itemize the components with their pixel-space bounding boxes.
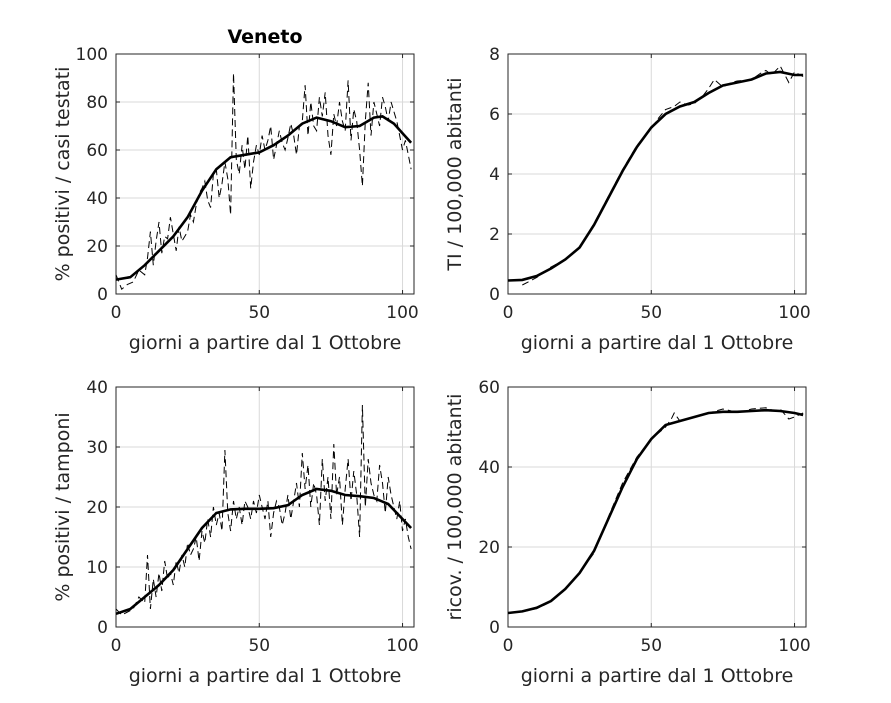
y-tick-label: 30 bbox=[86, 438, 108, 458]
y-tick-label: 20 bbox=[86, 498, 108, 518]
y-tick-label: 0 bbox=[97, 285, 108, 305]
y-axis-label: ricov. / 100,000 abitanti bbox=[444, 394, 466, 621]
x-axis-label: giorni a partire dal 1 Ottobre bbox=[521, 665, 794, 687]
subplot-3: 0 50 100 0 10 20 30 40 giorni a partire dal 1 Ot… bbox=[52, 378, 419, 687]
figure-title: Veneto bbox=[227, 26, 302, 48]
y-tick-label: 8 bbox=[489, 45, 500, 65]
y-tick-label: 0 bbox=[489, 285, 500, 305]
x-tick-label: 0 bbox=[503, 636, 514, 656]
x-tick-label: 0 bbox=[111, 636, 122, 656]
y-tick-label: 20 bbox=[478, 538, 500, 558]
smoothed-line bbox=[507, 408, 804, 615]
x-tick-label: 100 bbox=[386, 303, 418, 323]
x-tick-label: 50 bbox=[640, 636, 662, 656]
y-tick-label: 100 bbox=[76, 45, 108, 65]
y-axis-label: TI / 100,000 abitanti bbox=[444, 77, 466, 271]
y-axis-label: % positivi / casi testati bbox=[52, 67, 74, 282]
x-tick-label: 0 bbox=[503, 303, 514, 323]
y-tick-label: 2 bbox=[489, 225, 500, 245]
y-tick-label: 4 bbox=[489, 165, 500, 185]
x-tick-label: 100 bbox=[778, 303, 810, 323]
y-tick-label: 10 bbox=[86, 558, 108, 578]
y-tick-label: 40 bbox=[478, 458, 500, 478]
x-tick-label: 50 bbox=[248, 303, 270, 323]
y-tick-label: 40 bbox=[86, 189, 108, 209]
subplot-2: 0 50 100 0 2 4 6 8 giorni a partire dal 1 Ottobr… bbox=[444, 45, 811, 354]
x-tick-label: 50 bbox=[640, 303, 662, 323]
axes-frame bbox=[507, 386, 807, 628]
y-tick-label: 40 bbox=[86, 378, 108, 398]
y-tick-label: 0 bbox=[97, 618, 108, 638]
smoothed-line bbox=[115, 487, 413, 616]
raw-data-line bbox=[115, 73, 412, 291]
smoothed-line bbox=[507, 70, 804, 282]
x-axis-label: giorni a partire dal 1 Ottobre bbox=[521, 332, 794, 354]
subplot-4: 0 50 100 0 20 40 60 giorni a partire dal 1 Otto… bbox=[444, 378, 811, 687]
x-tick-label: 0 bbox=[111, 303, 122, 323]
x-axis-label: giorni a partire dal 1 Ottobre bbox=[129, 665, 402, 687]
y-tick-label: 80 bbox=[86, 93, 108, 113]
x-tick-label: 100 bbox=[386, 636, 418, 656]
y-tick-label: 0 bbox=[489, 618, 500, 638]
x-axis-label: giorni a partire dal 1 Ottobre bbox=[129, 332, 402, 354]
y-tick-label: 60 bbox=[478, 378, 500, 398]
x-tick-label: 50 bbox=[248, 636, 270, 656]
axes-frame bbox=[115, 53, 415, 295]
smoothed-line bbox=[115, 115, 413, 281]
subplot-1: 0 50 100 0 20 40 60 80 100 giorni a partire dal 1… bbox=[52, 45, 419, 354]
y-axis-label: % positivi / tamponi bbox=[52, 412, 74, 601]
x-tick-label: 100 bbox=[778, 636, 810, 656]
y-tick-label: 60 bbox=[86, 141, 108, 161]
y-tick-label: 20 bbox=[86, 237, 108, 257]
y-tick-label: 6 bbox=[489, 105, 500, 125]
